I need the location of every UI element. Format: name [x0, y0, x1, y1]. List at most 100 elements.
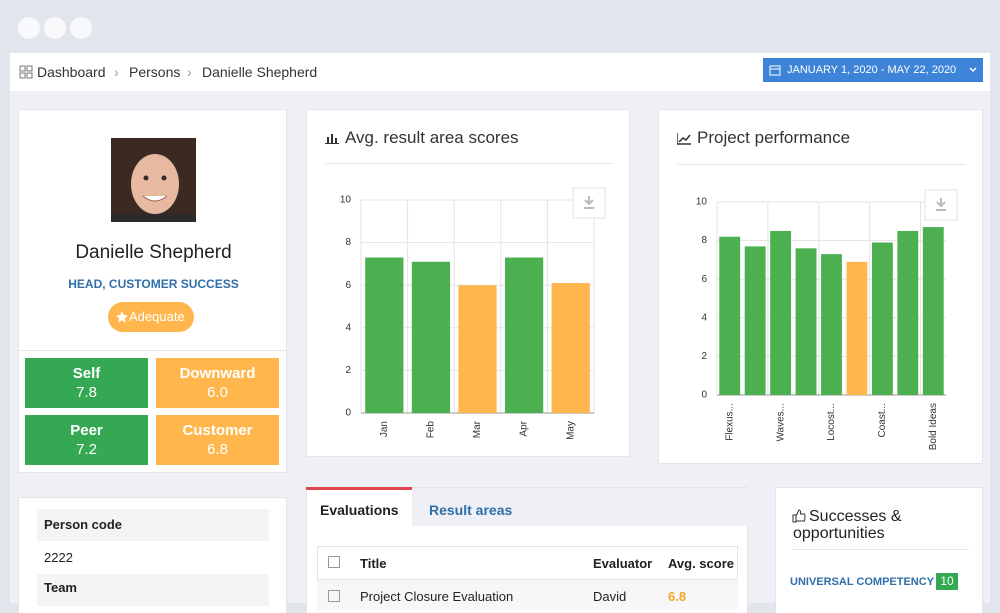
details-card: Person code 2222 Team [18, 497, 287, 613]
score-tile: Self 7.8 [25, 358, 148, 408]
bar [365, 257, 404, 413]
bar [922, 227, 944, 395]
header: Dashboard › Persons › Danielle Shepherd … [10, 53, 990, 91]
bar [795, 248, 817, 395]
score-value: 6.0 [207, 384, 228, 401]
x-tick-label: Feb [426, 421, 437, 439]
bar [504, 257, 544, 413]
section-title: Successes & opportunities [793, 508, 902, 542]
breadcrumb-current: Danielle Shepherd [202, 64, 318, 80]
y-tick-label: 10 [696, 197, 708, 208]
date-range: JANUARY 1, 2020 - MAY 22, 2020 [787, 64, 957, 76]
bar [551, 283, 590, 413]
rating-text: Adequate [129, 309, 185, 324]
star-icon [116, 311, 128, 323]
caret [969, 67, 977, 73]
window-dot [70, 17, 92, 39]
column-header: Title [360, 556, 387, 571]
bar [458, 285, 497, 413]
thumb-icon [792, 509, 806, 523]
breadcrumb-link[interactable]: Dashboard [37, 64, 106, 80]
x-tick-label: Locost... [826, 403, 837, 441]
breadcrumb-link[interactable]: Persons [129, 64, 181, 80]
chart: 0 2 4 6 8 10 Jan Feb Mar Apr May [340, 187, 606, 440]
window-dot [18, 17, 40, 39]
score-tile: Peer 7.2 [25, 415, 148, 465]
divider [793, 549, 969, 550]
bar [821, 254, 842, 395]
bar [897, 230, 919, 395]
bar [744, 246, 766, 395]
divider [325, 163, 612, 164]
person-role: HEAD, CUSTOMER SUCCESS [68, 277, 239, 291]
chart: 0 2 4 6 8 10 Flexus... Waves... Locost... Coast..… [696, 189, 958, 450]
line-chart-icon [677, 133, 691, 145]
score-value: 7.8 [76, 384, 97, 401]
x-tick-label: Waves... [775, 403, 786, 442]
successes-card: Successes & opportunities UNIVERSAL COMP… [775, 487, 983, 613]
download-icon [584, 196, 594, 209]
detail-value: 2222 [44, 550, 73, 565]
x-tick-label: Bold Ideas [928, 403, 939, 450]
column-header: Evaluator [593, 556, 653, 571]
y-tick-label: 6 [701, 274, 707, 285]
evaluations-card: Evaluations Result areas Title Evaluator… [306, 487, 748, 613]
profile-card: Danielle Shepherd HEAD, CUSTOMER SUCCESS… [18, 109, 287, 473]
chart-card: Project performance 0 2 4 6 8 10 Flexus... Wave… [658, 109, 983, 464]
active-tab-indicator [306, 487, 412, 490]
table-row [317, 580, 738, 610]
y-tick-label: 4 [701, 312, 707, 323]
y-tick-label: 2 [345, 365, 351, 376]
rating-badge: Adequate [108, 302, 194, 332]
bar [411, 261, 451, 413]
person-name: Danielle Shepherd [75, 242, 232, 263]
bar-chart-icon [325, 134, 339, 144]
divider [677, 164, 966, 165]
score-value: 7.2 [76, 441, 97, 458]
detail-label: Team [37, 574, 269, 606]
item-label: UNIVERSAL COMPETENCY [790, 576, 935, 588]
y-tick-label: 4 [345, 322, 351, 333]
cell: 6.8 [668, 589, 687, 604]
bar [770, 230, 792, 395]
tab[interactable]: Result areas [429, 502, 513, 518]
bar [846, 261, 868, 395]
x-tick-label: Flexus... [724, 403, 735, 441]
y-tick-label: 0 [345, 408, 351, 419]
chart-card: Avg. result area scores 0 2 4 6 8 10 Jan Feb Mar… [306, 109, 630, 457]
separator: › [114, 64, 119, 80]
divider [19, 350, 286, 351]
tab-bar [412, 488, 748, 526]
date-range-button[interactable]: JANUARY 1, 2020 - MAY 22, 2020 [763, 58, 983, 82]
download-icon [936, 198, 946, 211]
avatar [111, 138, 196, 222]
x-tick-label: Apr [519, 420, 530, 436]
detail-label: Person code [37, 509, 269, 541]
checkbox[interactable] [328, 590, 340, 602]
score-tile: Downward 6.0 [156, 358, 279, 408]
column-header: Avg. score [668, 556, 734, 571]
x-tick-label: Jan [379, 421, 390, 437]
score-tile: Customer 6.8 [156, 415, 279, 465]
score-label: Customer [182, 422, 253, 439]
y-tick-label: 0 [701, 390, 707, 401]
cell: David [593, 589, 627, 604]
dashboard-icon [19, 65, 33, 79]
checkbox[interactable] [328, 556, 340, 568]
y-tick-label: 10 [340, 195, 352, 206]
item-value: 10 [936, 573, 958, 590]
x-tick-label: May [565, 421, 576, 440]
y-tick-label: 6 [345, 280, 351, 291]
x-tick-label: Coast... [877, 403, 888, 437]
chart-title: Avg. result area scores [345, 128, 519, 147]
calendar-icon [769, 65, 781, 76]
score-label: Self [72, 365, 101, 382]
cell: Project Closure Evaluation [360, 589, 514, 604]
bar [871, 242, 893, 395]
table-header [317, 546, 738, 580]
score-label: Peer [70, 422, 103, 439]
x-tick-label: Mar [472, 420, 483, 438]
tab-active[interactable]: Evaluations [320, 502, 399, 518]
separator: › [187, 64, 192, 80]
